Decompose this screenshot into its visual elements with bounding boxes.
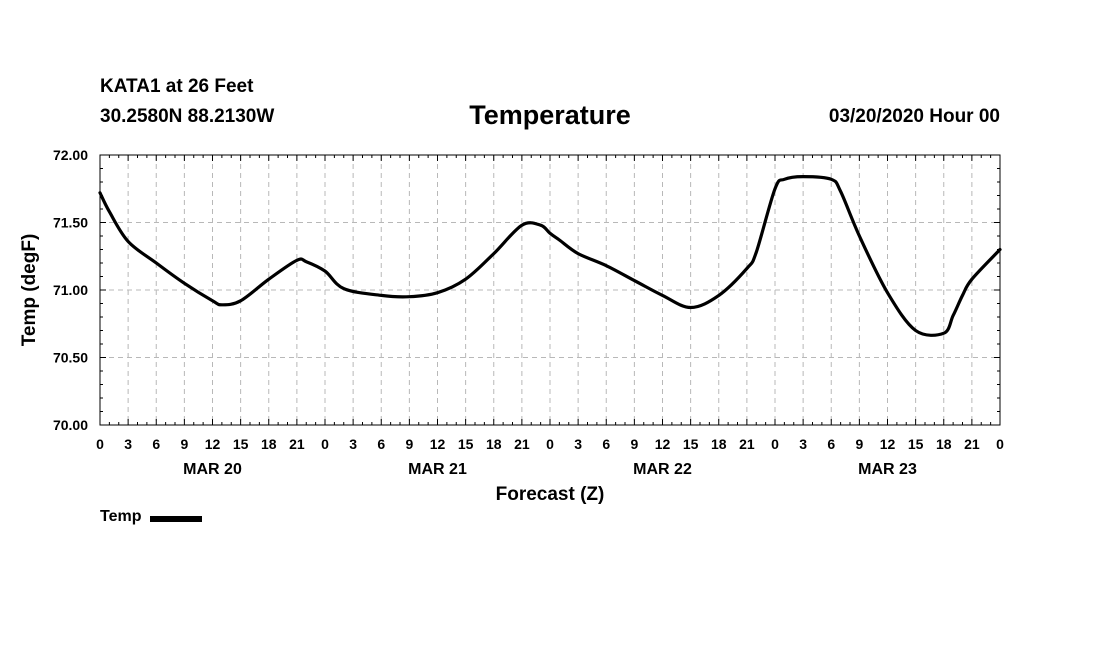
x-tick-label: 3 — [124, 436, 132, 452]
day-label: MAR 23 — [858, 461, 917, 478]
chart-title: Temperature — [469, 100, 631, 130]
x-tick-label: 0 — [546, 436, 554, 452]
series-layer — [98, 175, 1002, 337]
grid — [100, 155, 1000, 425]
day-label: MAR 20 — [183, 461, 242, 478]
x-tick-label: 18 — [486, 436, 502, 452]
x-tick-label: 12 — [430, 436, 446, 452]
x-tick-label: 12 — [205, 436, 221, 452]
x-tick-label: 6 — [827, 436, 835, 452]
legend: Temp — [100, 508, 203, 526]
x-tick-label: 21 — [964, 436, 980, 452]
axis-labels: 0 3 6 9 12 15 18 21 0 3 6 9 12 15 18 21 0 3 6 9 12 15 18 21 0 3 6 9… — [19, 147, 1004, 505]
legend-label: Temp — [100, 508, 142, 525]
x-tick-label: 18 — [261, 436, 277, 452]
x-tick-label: 0 — [321, 436, 329, 452]
y-tick-label: 70.50 — [53, 350, 88, 366]
x-tick-label: 18 — [711, 436, 727, 452]
x-tick-label: 21 — [739, 436, 755, 452]
x-tick-label: 18 — [936, 436, 952, 452]
y-tick-label: 72.00 — [53, 147, 88, 163]
x-tick-label: 0 — [771, 436, 779, 452]
x-tick-label: 15 — [908, 436, 924, 452]
x-tick-label: 15 — [233, 436, 249, 452]
x-tick-label: 9 — [630, 436, 638, 452]
x-tick-label: 3 — [799, 436, 807, 452]
y-tick-label: 71.50 — [53, 215, 88, 231]
series-line-temp — [98, 175, 1002, 337]
x-tick-label: 0 — [96, 436, 104, 452]
x-tick-label: 6 — [377, 436, 385, 452]
legend-swatch — [150, 515, 203, 522]
day-label: MAR 22 — [633, 461, 692, 478]
x-tick-label: 0 — [996, 436, 1004, 452]
y-tick-label: 71.00 — [53, 282, 88, 298]
x-tick-label: 6 — [152, 436, 160, 452]
x-tick-label: 12 — [880, 436, 896, 452]
model-run-time: 03/20/2020 Hour 00 — [828, 106, 1000, 127]
x-tick-label: 9 — [405, 436, 413, 452]
x-tick-label: 15 — [683, 436, 699, 452]
x-tick-label: 12 — [655, 436, 671, 452]
y-tick-label: 70.00 — [53, 417, 88, 433]
x-tick-label: 3 — [349, 436, 357, 452]
x-tick-label: 3 — [574, 436, 582, 452]
y-axis-title: Temp (degF) — [19, 234, 40, 347]
plot-frame — [99, 154, 1001, 426]
x-tick-label: 9 — [180, 436, 188, 452]
day-label: MAR 21 — [408, 461, 467, 478]
x-tick-label: 9 — [855, 436, 863, 452]
x-axis-title: Forecast (Z) — [496, 484, 605, 505]
x-tick-label: 21 — [514, 436, 530, 452]
x-tick-label: 15 — [458, 436, 474, 452]
station-name: KATA1 at 26 Feet — [100, 76, 254, 97]
x-tick-label: 6 — [602, 436, 610, 452]
station-coordinates: 30.2580N 88.2130W — [100, 106, 275, 127]
x-tick-label: 21 — [289, 436, 305, 452]
